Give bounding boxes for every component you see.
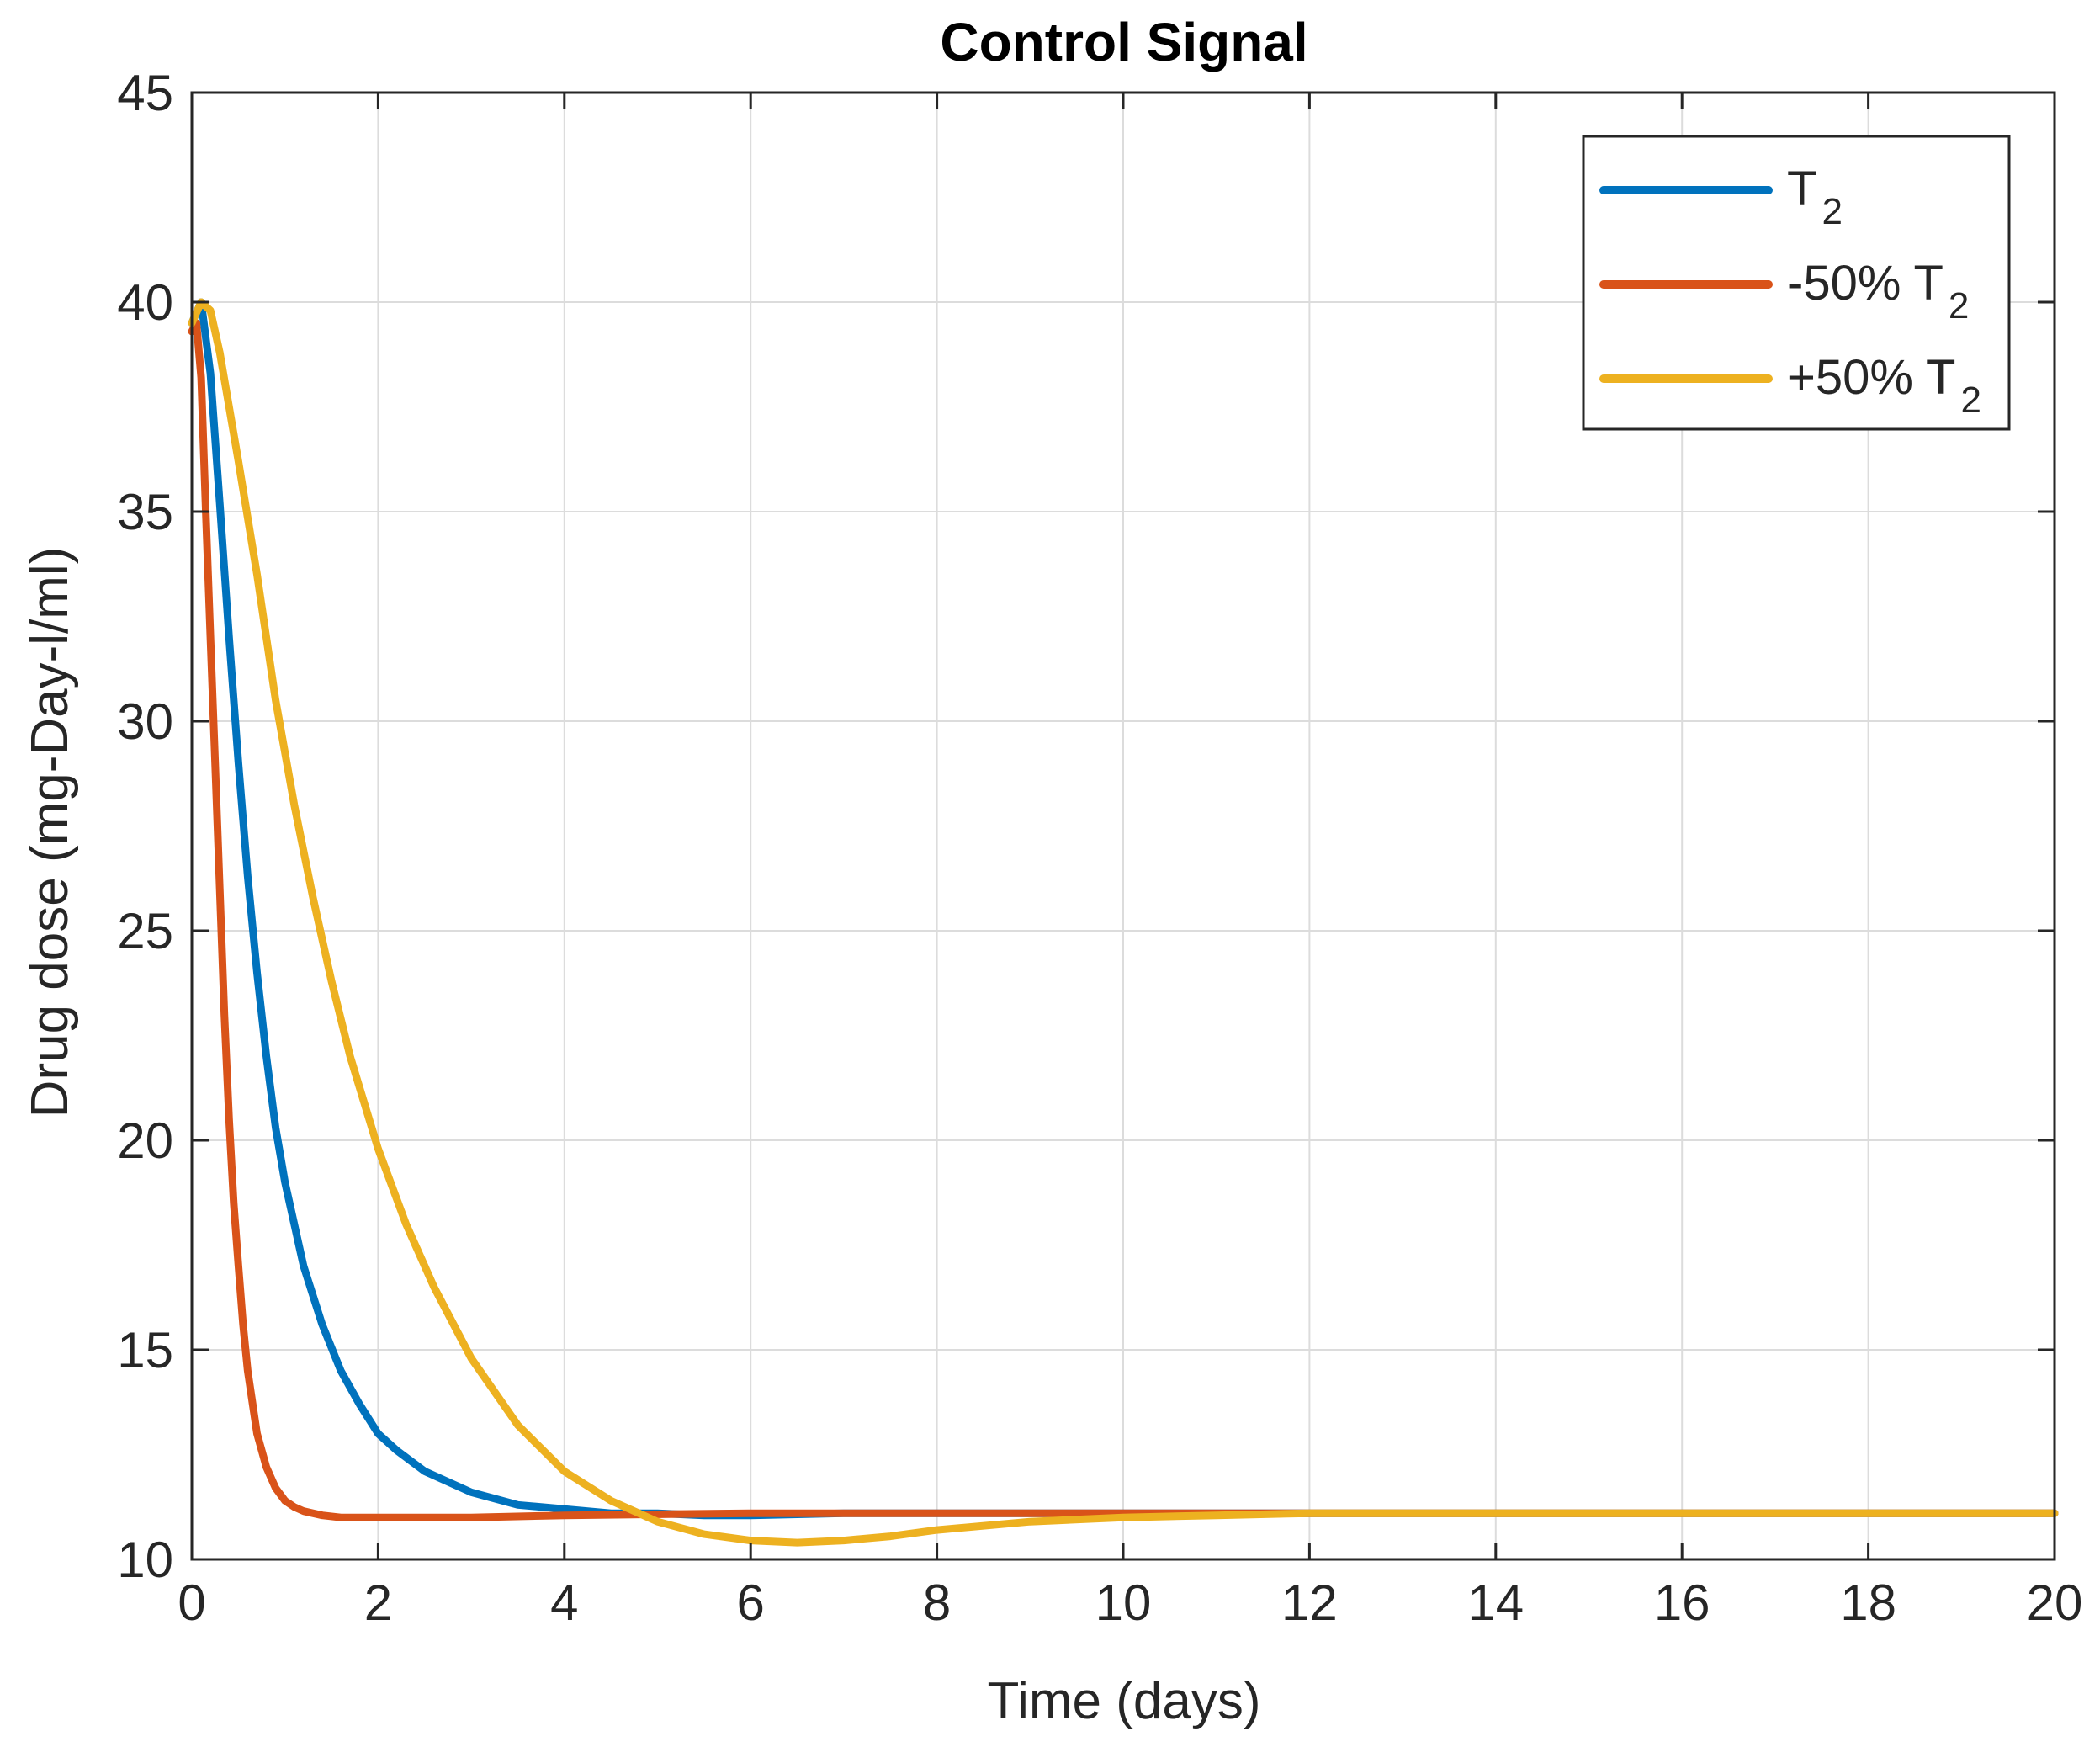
x-tick-label: 2	[364, 1574, 392, 1631]
y-tick-label: 10	[117, 1532, 173, 1588]
series-line-3	[188, 298, 2059, 1547]
chart-title: Control Signal	[940, 12, 1307, 72]
x-tick-label: 10	[1095, 1574, 1152, 1631]
x-tick-label: 14	[1467, 1574, 1524, 1631]
x-tick-label: 12	[1281, 1574, 1338, 1631]
x-tick-label: 4	[550, 1574, 578, 1631]
x-axis-label: Time (days)	[988, 1672, 1261, 1730]
axes	[190, 91, 2056, 1561]
y-tick-label: 40	[117, 274, 173, 331]
x-tick-label: 20	[2027, 1574, 2083, 1631]
x-tick-label: 8	[923, 1574, 951, 1631]
series-lines	[188, 298, 2059, 1547]
series-line-2	[188, 319, 2059, 1521]
y-tick-label: 15	[117, 1322, 173, 1378]
x-tick-label: 18	[1840, 1574, 1896, 1631]
x-tick-label: 16	[1654, 1574, 1710, 1631]
plot-area-frame	[190, 91, 2056, 1561]
y-axis-label: Drug dose (mg-Day-l/ml)	[21, 547, 79, 1118]
x-tick-label: 6	[737, 1574, 765, 1631]
y-tick-label: 30	[117, 693, 173, 750]
y-tick-label: 45	[117, 65, 173, 121]
y-tick-label: 25	[117, 903, 173, 959]
x-tick-label: 0	[178, 1574, 205, 1631]
tick-labels: 0 2 4 6 8 10 12 14 16 18 20 10 15 20 25 30 35 40 45	[117, 65, 2082, 1631]
y-tick-label: 20	[117, 1112, 173, 1169]
y-tick-label: 35	[117, 484, 173, 540]
